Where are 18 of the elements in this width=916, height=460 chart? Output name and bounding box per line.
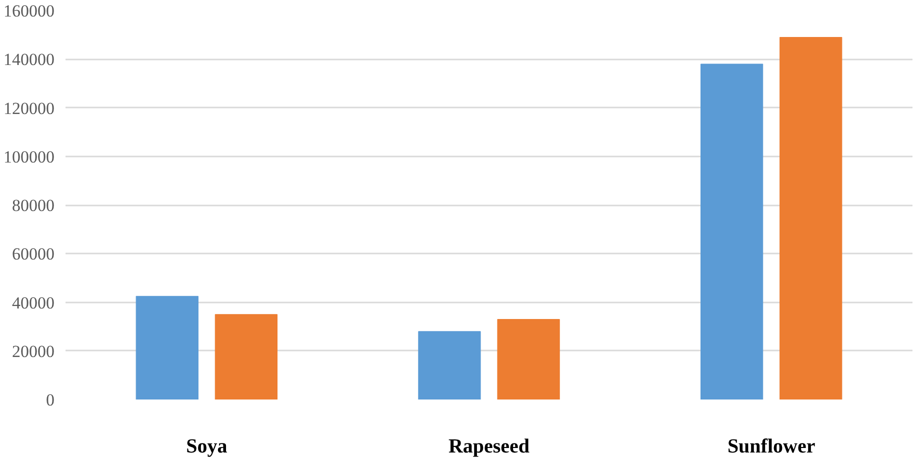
- x-tick-label: Soya: [186, 436, 228, 458]
- x-tick-label: Rapeseed: [448, 436, 530, 458]
- y-tick-label: 20000: [12, 342, 54, 361]
- y-tick-label: 100000: [4, 147, 54, 166]
- x-tick-label: Sunflower: [727, 436, 816, 458]
- y-tick-label: 60000: [12, 244, 54, 264]
- y-tick-label: 160000: [4, 2, 54, 20]
- y-tick-label: 0: [46, 390, 54, 410]
- y-tick-label: 140000: [4, 50, 54, 70]
- bar: [136, 296, 198, 400]
- y-tick-label: 120000: [4, 98, 54, 118]
- bar: [214, 314, 278, 400]
- bar: [418, 331, 481, 400]
- bar: [497, 319, 560, 400]
- bar: [700, 64, 764, 400]
- y-tick-label: 80000: [12, 196, 54, 215]
- bar: [780, 36, 842, 400]
- y-tick-label: 40000: [12, 293, 54, 312]
